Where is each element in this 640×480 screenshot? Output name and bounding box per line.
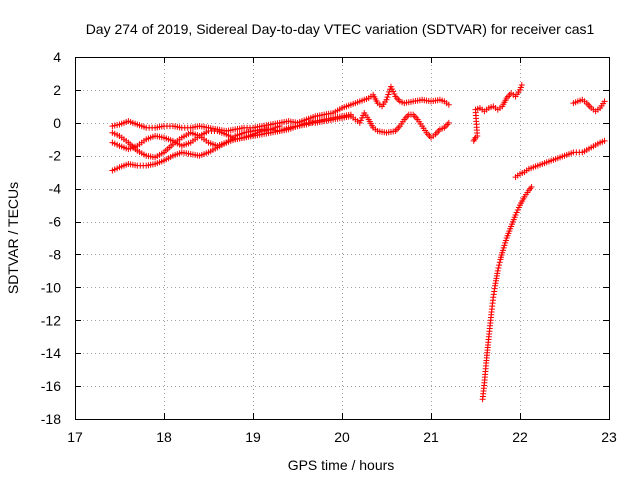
data-point-marker [385, 91, 392, 98]
x-tick-label: 18 [156, 429, 172, 445]
series-satellite-track-e [470, 81, 525, 144]
x-axis-label: GPS time / hours [288, 457, 395, 473]
y-tick-label: 2 [53, 82, 61, 98]
grid-lines [75, 57, 609, 419]
data-point-marker [347, 111, 354, 118]
series-satellite-track-c [109, 111, 354, 174]
y-tick-label: 4 [53, 49, 61, 65]
y-axis-label: SDTVAR / TECUs [5, 182, 21, 294]
y-tick-label: -6 [49, 214, 62, 230]
x-tick-label: 19 [245, 429, 261, 445]
y-tick-label: -10 [41, 279, 61, 295]
x-tick-label: 21 [423, 429, 439, 445]
plot-frame [75, 57, 610, 420]
data-point-marker [383, 96, 390, 103]
data-point-marker [384, 94, 391, 101]
data-point-marker [528, 183, 535, 190]
x-tick-labels: 17 18 19 20 21 22 23 [67, 429, 617, 445]
data-point-marker [445, 119, 452, 126]
data-point-marker [494, 267, 501, 274]
data-point-marker [601, 137, 608, 144]
data-point-marker [518, 81, 525, 88]
x-tick-label: 23 [601, 429, 617, 445]
series-satellite-track-d [109, 123, 283, 161]
x-tick-label: 17 [67, 429, 83, 445]
data-point-marker [445, 101, 452, 108]
y-tick-labels: -18 -16 -14 -12 -10 -8 -6 -4 -2 0 2 4 [41, 49, 61, 427]
y-tick-label: 0 [53, 115, 61, 131]
data-point-marker [276, 123, 283, 130]
y-tick-label: -4 [49, 181, 62, 197]
y-tick-label: -18 [41, 411, 61, 427]
data-point-marker [601, 98, 608, 105]
x-tick-label: 22 [512, 429, 528, 445]
series-satellite-track-h [570, 96, 608, 115]
y-tick-label: -8 [49, 246, 62, 262]
y-tick-label: -16 [41, 378, 61, 394]
y-tick-label: -14 [41, 345, 61, 361]
data-point-marker [495, 265, 502, 272]
chart-title: Day 274 of 2019, Sidereal Day-to-day VTE… [86, 21, 595, 37]
y-tick-label: -12 [41, 312, 61, 328]
data-point-marker [496, 259, 503, 266]
series-satellite-track-f [479, 183, 535, 403]
data-point-marker [496, 262, 503, 269]
series-satellite-track-g [512, 137, 608, 181]
x-tick-label: 20 [334, 429, 350, 445]
y-tick-label: -2 [49, 148, 62, 164]
data-markers [109, 81, 608, 403]
